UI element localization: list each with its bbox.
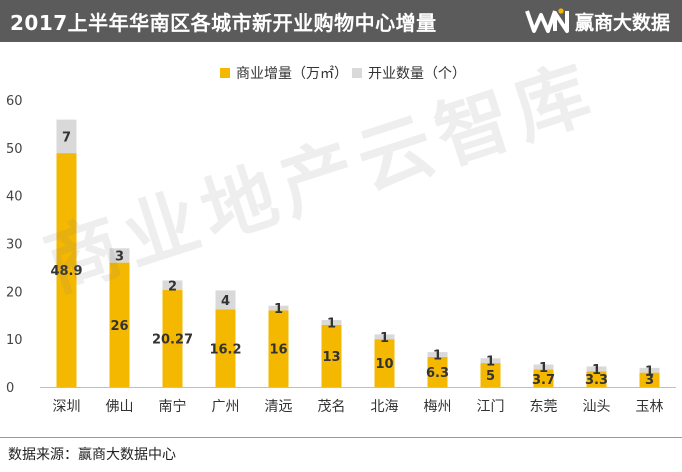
y-tick-label: 20: [6, 285, 23, 300]
count-label: 1: [645, 364, 654, 379]
legend-item-1: 开业数量（个）: [352, 66, 466, 82]
bar-area-2: [162, 290, 183, 387]
bar-count-11: [639, 367, 660, 373]
area-label: 3: [645, 373, 654, 388]
area-label: 26: [110, 319, 128, 334]
area-label: 6.3: [426, 366, 449, 381]
x-tick-label: 南宁: [159, 398, 187, 415]
y-tick-label: 50: [6, 142, 23, 157]
y-tick-label: 40: [6, 190, 23, 205]
x-tick-label: 汕头: [583, 399, 611, 415]
bar-area-9: [533, 369, 554, 387]
x-tick-label: 江门: [477, 399, 505, 415]
bar-count-4: [268, 305, 289, 311]
x-tick-label: 东莞: [530, 399, 558, 415]
count-label: 1: [380, 331, 389, 346]
bar-area-3: [215, 309, 236, 387]
x-tick-label: 玉林: [636, 399, 664, 415]
area-label: 16.2: [209, 342, 241, 357]
count-label: 1: [433, 348, 442, 363]
x-tick-label: 深圳: [53, 399, 81, 415]
brand-logo-icon: [525, 8, 569, 33]
legend-label: 开业数量（个）: [368, 66, 466, 82]
bar-area-1: [109, 262, 130, 387]
footer-divider: [0, 437, 682, 438]
bar-count-5: [321, 320, 342, 325]
bar-area-0: [56, 153, 77, 387]
chart-area: 商业增量（万㎡） 开业数量（个） 0 10 20 30 40 50 60 7 48.9 3 26 2 2…: [6, 66, 676, 415]
bar-area-10: [586, 371, 607, 387]
count-label: 1: [486, 355, 495, 370]
y-tick-label: 60: [6, 94, 23, 109]
bar-count-9: [533, 364, 554, 370]
area-label: 10: [375, 357, 393, 372]
area-label: 16: [269, 343, 287, 358]
x-axis: 深圳 佛山 南宁 广州 清远 茂名 北海 梅州 江门 东莞 汕头 玉林: [40, 387, 676, 415]
legend: 商业增量（万㎡） 开业数量（个）: [220, 66, 466, 82]
chart-header: 2017上半年华南区各城市新开业购物中心增量 赢商大数据: [0, 0, 682, 42]
count-label: 7: [62, 130, 71, 145]
x-tick-label: 梅州: [424, 399, 452, 415]
count-label: 1: [539, 361, 548, 376]
bar-count-10: [586, 366, 607, 372]
legend-label: 商业增量（万㎡）: [236, 66, 348, 82]
legend-swatch: [352, 68, 362, 78]
area-label: 20.27: [152, 333, 193, 348]
x-tick-label: 茂名: [318, 398, 346, 415]
bar-area-7: [427, 356, 448, 387]
bar-count-1: [109, 248, 130, 263]
bars: 748.9326220.27416.211611311016.31513.713…: [50, 119, 660, 388]
chart-title: 2017上半年华南区各城市新开业购物中心增量: [10, 11, 437, 35]
bar-count-7: [427, 352, 448, 357]
x-tick-label: 清远: [265, 399, 293, 415]
bar-count-8: [480, 358, 501, 364]
count-label: 1: [274, 302, 283, 317]
bar-area-5: [321, 324, 342, 387]
y-tick-label: 0: [6, 381, 14, 396]
y-tick-label: 30: [6, 238, 23, 253]
x-tick-label: 北海: [371, 399, 399, 415]
legend-item-0: 商业增量（万㎡）: [220, 66, 348, 82]
bar-count-3: [215, 290, 236, 310]
x-tick-label: 佛山: [106, 399, 134, 415]
count-label: 4: [221, 294, 230, 309]
bar-area-6: [374, 339, 395, 387]
bar-count-6: [374, 334, 395, 340]
brand: 赢商大数据: [525, 6, 670, 36]
data-source-note: 数据来源：赢商大数据中心: [8, 447, 176, 463]
count-label: 1: [592, 363, 601, 378]
area-label: 3.7: [532, 373, 555, 388]
bar-area-11: [639, 372, 660, 387]
count-label: 3: [115, 249, 124, 264]
x-tick-label: 广州: [212, 399, 240, 415]
bar-count-0: [56, 119, 77, 154]
bar-count-2: [162, 280, 183, 291]
count-label: 2: [168, 279, 177, 294]
bar-area-8: [480, 363, 501, 387]
area-label: 48.9: [50, 264, 82, 279]
area-label: 3.3: [585, 373, 608, 388]
y-tick-label: 10: [6, 333, 23, 348]
brand-name: 赢商大数据: [574, 11, 670, 34]
area-label: 13: [322, 350, 340, 365]
legend-swatch: [220, 68, 230, 78]
count-label: 1: [327, 316, 336, 331]
bar-area-4: [268, 310, 289, 387]
area-label: 5: [486, 369, 495, 384]
y-axis: 0 10 20 30 40 50 60: [6, 94, 23, 396]
